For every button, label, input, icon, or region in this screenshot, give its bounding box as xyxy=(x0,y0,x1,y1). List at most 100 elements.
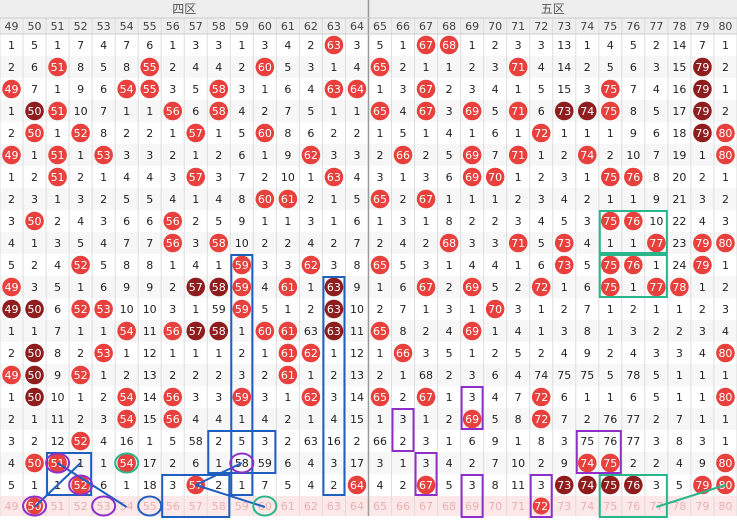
hit-ball xyxy=(48,101,67,121)
annotation-box-purple xyxy=(575,430,622,474)
omission-value: 1 xyxy=(584,39,591,52)
omission-value: 1 xyxy=(630,193,637,206)
omission-value: 4 xyxy=(353,61,360,74)
hit-number: 73 xyxy=(557,237,571,250)
hit-ball xyxy=(600,277,620,297)
omission-value: 1 xyxy=(8,171,15,184)
hit-ball xyxy=(393,343,413,363)
omission-value: 3 xyxy=(330,457,337,470)
omission-value: 2 xyxy=(376,237,383,250)
omission-value: 3 xyxy=(31,281,38,294)
omission-value: 4 xyxy=(492,259,499,272)
omission-value: 17 xyxy=(672,105,686,118)
omission-value: 2 xyxy=(123,127,130,140)
hit-number: 80 xyxy=(718,457,732,470)
omission-value: 2 xyxy=(8,193,15,206)
hit-number: 77 xyxy=(649,281,663,294)
hit-ball xyxy=(693,255,712,275)
hit-number: 76 xyxy=(626,171,640,184)
hit-ball xyxy=(209,321,229,341)
footer-number: 69 xyxy=(465,500,479,513)
omission-value: 1 xyxy=(284,391,291,404)
omission-value: 5 xyxy=(607,369,614,382)
hit-number: 49 xyxy=(5,303,19,316)
hit-number: 51 xyxy=(51,105,65,118)
hit-ball xyxy=(324,299,344,319)
footer-number: 71 xyxy=(511,500,525,513)
hit-number: 50 xyxy=(28,215,42,228)
omission-value: 7 xyxy=(31,83,38,96)
omission-value: 16 xyxy=(672,83,686,96)
omission-value: 5 xyxy=(100,259,107,272)
omission-value: 8 xyxy=(630,105,637,118)
omission-value: 5 xyxy=(400,259,407,272)
hit-ball xyxy=(693,475,712,495)
hit-number: 68 xyxy=(442,237,456,250)
hit-number: 61 xyxy=(281,369,295,382)
omission-value: 3 xyxy=(653,479,660,492)
annotation-box-purple xyxy=(414,452,438,496)
hit-ball xyxy=(232,255,252,275)
annotation-box-green xyxy=(598,210,668,254)
hit-ball xyxy=(531,277,551,297)
omission-value: 4 xyxy=(100,237,107,250)
omission-value: 2 xyxy=(400,193,407,206)
omission-value: 2 xyxy=(215,435,222,448)
column-header: 51 xyxy=(51,20,65,33)
omission-value: 6 xyxy=(284,457,291,470)
hit-ball xyxy=(416,79,436,99)
hit-number: 54 xyxy=(120,83,134,96)
hit-number: 71 xyxy=(511,237,525,250)
hit-number: 58 xyxy=(212,325,226,338)
omission-value: 1 xyxy=(722,435,729,448)
hit-ball xyxy=(508,233,528,253)
omission-value: 2 xyxy=(31,259,38,272)
hit-number: 52 xyxy=(74,369,88,382)
omission-value: 2 xyxy=(8,61,15,74)
omission-value: 3 xyxy=(353,39,360,52)
omission-value: 1 xyxy=(653,259,660,272)
omission-value: 1 xyxy=(699,413,706,426)
omission-value: 6 xyxy=(584,281,591,294)
hit-number: 53 xyxy=(97,303,111,316)
hit-ball xyxy=(600,167,620,187)
hit-ball xyxy=(693,79,712,99)
omission-value: 4 xyxy=(215,61,222,74)
omission-value: 1 xyxy=(584,391,591,404)
omission-value: 1 xyxy=(8,39,15,52)
omission-value: 3 xyxy=(8,215,15,228)
hit-number: 60 xyxy=(258,325,272,338)
omission-value: 4 xyxy=(307,457,314,470)
hit-number: 80 xyxy=(718,347,732,360)
omission-value: 2 xyxy=(653,39,660,52)
omission-value: 1 xyxy=(469,127,476,140)
hit-ball xyxy=(278,189,298,209)
column-header: 52 xyxy=(74,20,88,33)
omission-value: 8 xyxy=(492,479,499,492)
hit-ball xyxy=(324,79,344,99)
hit-ball xyxy=(163,321,183,341)
hit-ball xyxy=(462,321,482,341)
omission-value: 7 xyxy=(238,171,245,184)
hit-ball xyxy=(163,233,183,253)
omission-value: 2 xyxy=(469,61,476,74)
hit-number: 59 xyxy=(235,259,249,272)
hit-number: 75 xyxy=(603,457,617,470)
hit-number: 63 xyxy=(327,303,341,316)
omission-value: 6 xyxy=(54,303,61,316)
omission-value: 2 xyxy=(284,237,291,250)
omission-value: 10 xyxy=(649,215,663,228)
omission-value: 4 xyxy=(54,259,61,272)
hit-ball xyxy=(554,475,574,495)
omission-value: 2 xyxy=(330,237,337,250)
hit-ball xyxy=(416,475,436,495)
omission-value: 7 xyxy=(261,479,268,492)
omission-value: 10 xyxy=(74,105,88,118)
omission-value: 2 xyxy=(538,457,545,470)
omission-value: 3 xyxy=(469,479,476,492)
omission-value: 8 xyxy=(123,61,130,74)
trend-line xyxy=(195,462,243,486)
hit-number: 64 xyxy=(350,83,364,96)
hit-ball xyxy=(716,453,735,473)
omission-value: 4 xyxy=(146,171,153,184)
